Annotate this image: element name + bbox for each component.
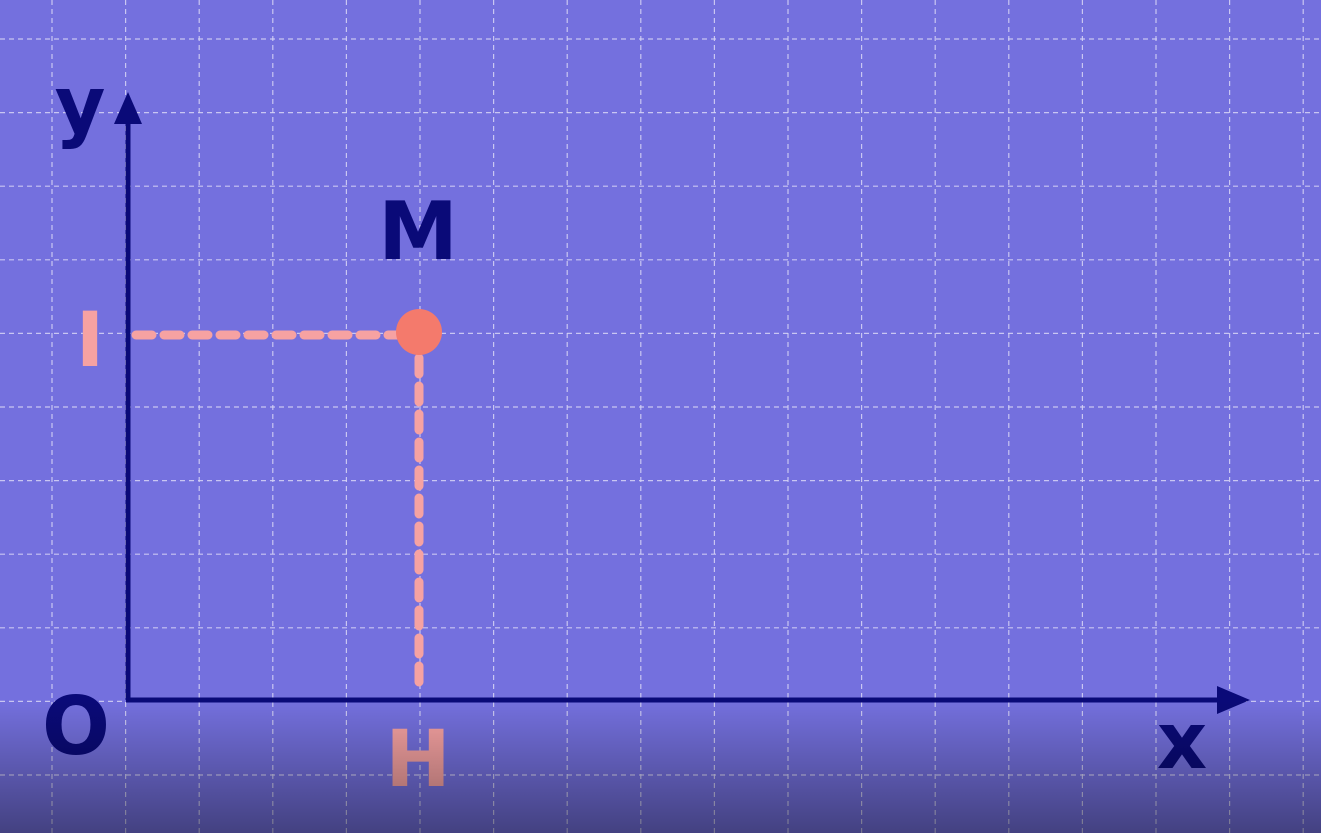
i-projection-label: I xyxy=(76,295,104,384)
point-m-marker xyxy=(396,309,442,355)
point-m-label: M xyxy=(378,185,458,278)
y-axis-label: y xyxy=(55,61,106,151)
bottom-shade xyxy=(0,700,1321,833)
y-axis-arrowhead xyxy=(114,92,142,124)
